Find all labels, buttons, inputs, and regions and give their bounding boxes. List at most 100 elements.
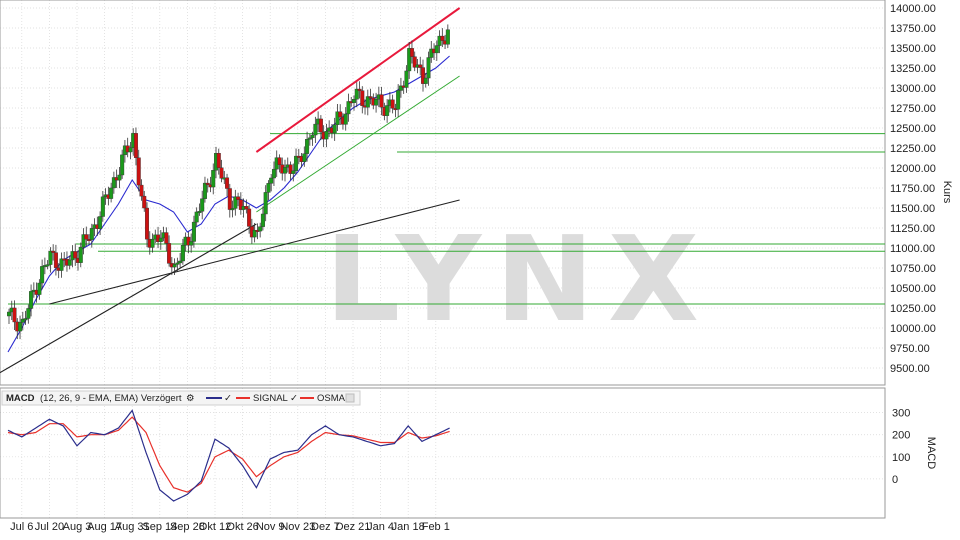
candle-up (426, 57, 431, 79)
price-tick-label: 12250.00 (890, 143, 936, 155)
time-tick-label: Sep 14 (142, 521, 177, 533)
candle-down (318, 118, 323, 133)
legend-signal-check-icon[interactable]: ✓ (290, 393, 298, 404)
time-tick-label: Jan 4 (367, 521, 394, 533)
candle-up (423, 77, 428, 84)
candle-down (247, 208, 252, 227)
candle-up (434, 45, 439, 54)
candle-up (211, 170, 216, 188)
candle-down (136, 157, 141, 186)
time-tick-label: Dez 7 (311, 521, 340, 533)
candle-up (158, 237, 163, 242)
candle-up (385, 105, 390, 116)
signal-line (7, 416, 450, 493)
price-tick-label: 13500.00 (890, 43, 936, 55)
candle-down (167, 243, 172, 264)
price-tick-label: 11250.00 (890, 223, 935, 235)
channel-upper-line (255, 7, 461, 153)
time-tick-label: Okt 26 (226, 521, 258, 533)
price-tick-label: 14000.00 (890, 3, 936, 15)
candle-up (111, 177, 116, 189)
price-tick-label: 12500.00 (890, 123, 936, 135)
time-tick-label: Aug 3 (63, 521, 92, 533)
candle-up (150, 238, 155, 248)
legend-signal-label: SIGNAL (253, 393, 288, 404)
candle-down (440, 35, 445, 41)
candle-down (360, 90, 365, 106)
legend-macd-check-icon[interactable]: ✓ (224, 393, 232, 404)
candle-down (139, 184, 144, 197)
price-tick-label: 11750.00 (890, 183, 935, 195)
legend-box (1, 390, 361, 406)
candle-up (313, 123, 318, 136)
macd-panel-border (0, 387, 886, 519)
candle-up (230, 208, 235, 211)
macd-legend: MACD (12, 26, 9 - EMA, EMA) Verzögert ⚙ … (1, 390, 361, 406)
candle-down (225, 177, 230, 189)
candle-up (269, 177, 274, 184)
candle-up (263, 192, 268, 215)
price-axis-ticks: 14000.00 13750.00 13500.00 13250.00 13000.00… (890, 3, 936, 375)
candle-up (258, 226, 263, 232)
candle-up (180, 245, 185, 262)
price-panel: LYNX 14000.00 13750.00 13500.00 13250.00 130… (0, 0, 953, 386)
candle-up (283, 167, 288, 174)
candle-up (294, 155, 299, 172)
macd-axis-title: MACD (925, 437, 937, 469)
candle-up (37, 282, 42, 295)
candle-up (89, 228, 94, 240)
price-tick-label: 13750.00 (890, 23, 936, 35)
candle-up (23, 318, 28, 321)
candle-up (335, 111, 340, 125)
candle-up (128, 147, 133, 153)
macd-tick-label: 100 (892, 452, 910, 464)
candlesticks (6, 24, 450, 340)
candle-up (354, 88, 359, 100)
candle-down (205, 182, 210, 185)
candle-up (67, 259, 72, 266)
time-tick-label: Aug 17 (87, 521, 122, 533)
candle-down (357, 88, 362, 91)
candle-up (233, 196, 238, 209)
candle-down (84, 234, 89, 240)
candle-up (429, 48, 434, 58)
candle-up (266, 183, 271, 193)
candle-down (409, 48, 414, 57)
legend-settings-icon[interactable]: ⚙ (186, 393, 195, 404)
time-tick-label: Jul 20 (35, 521, 64, 533)
candle-up (45, 264, 50, 267)
candle-up (78, 246, 83, 263)
candle-up (445, 29, 450, 45)
candle-down (51, 250, 56, 253)
long-term-trendline (49, 199, 460, 305)
candle-up (109, 187, 114, 199)
legend-params: (12, 26, 9 - EMA, EMA) Verzögert (40, 393, 182, 404)
candle-up (396, 90, 401, 110)
time-tick-label: Okt 12 (199, 521, 231, 533)
price-tick-label: 9500.00 (890, 363, 930, 375)
time-tick-label: Jan 18 (392, 521, 425, 533)
candle-down (144, 207, 149, 240)
candle-up (191, 221, 196, 242)
candle-down (412, 56, 417, 68)
candle-down (73, 251, 78, 259)
candle-down (186, 236, 191, 246)
price-panel-border (0, 0, 886, 386)
legend-toggle-box[interactable] (345, 393, 355, 403)
candle-up (202, 182, 207, 199)
price-tick-label: 9750.00 (890, 343, 930, 355)
channel-lower-line (256, 75, 460, 213)
candle-up (178, 260, 183, 264)
candle-up (365, 96, 370, 108)
macd-panel: 300 200 100 0 MACD MACD (12, 26, 9 - EMA, E… (0, 387, 937, 519)
candle-up (346, 101, 351, 115)
price-tick-label: 10000.00 (890, 323, 936, 335)
candle-down (227, 188, 232, 210)
candle-down (142, 195, 147, 209)
candle-up (305, 139, 310, 154)
candle-up (100, 196, 105, 217)
time-tick-label: Feb 1 (422, 521, 450, 533)
candle-up (291, 170, 296, 174)
candle-up (332, 124, 337, 134)
price-tick-label: 10500.00 (890, 283, 936, 295)
